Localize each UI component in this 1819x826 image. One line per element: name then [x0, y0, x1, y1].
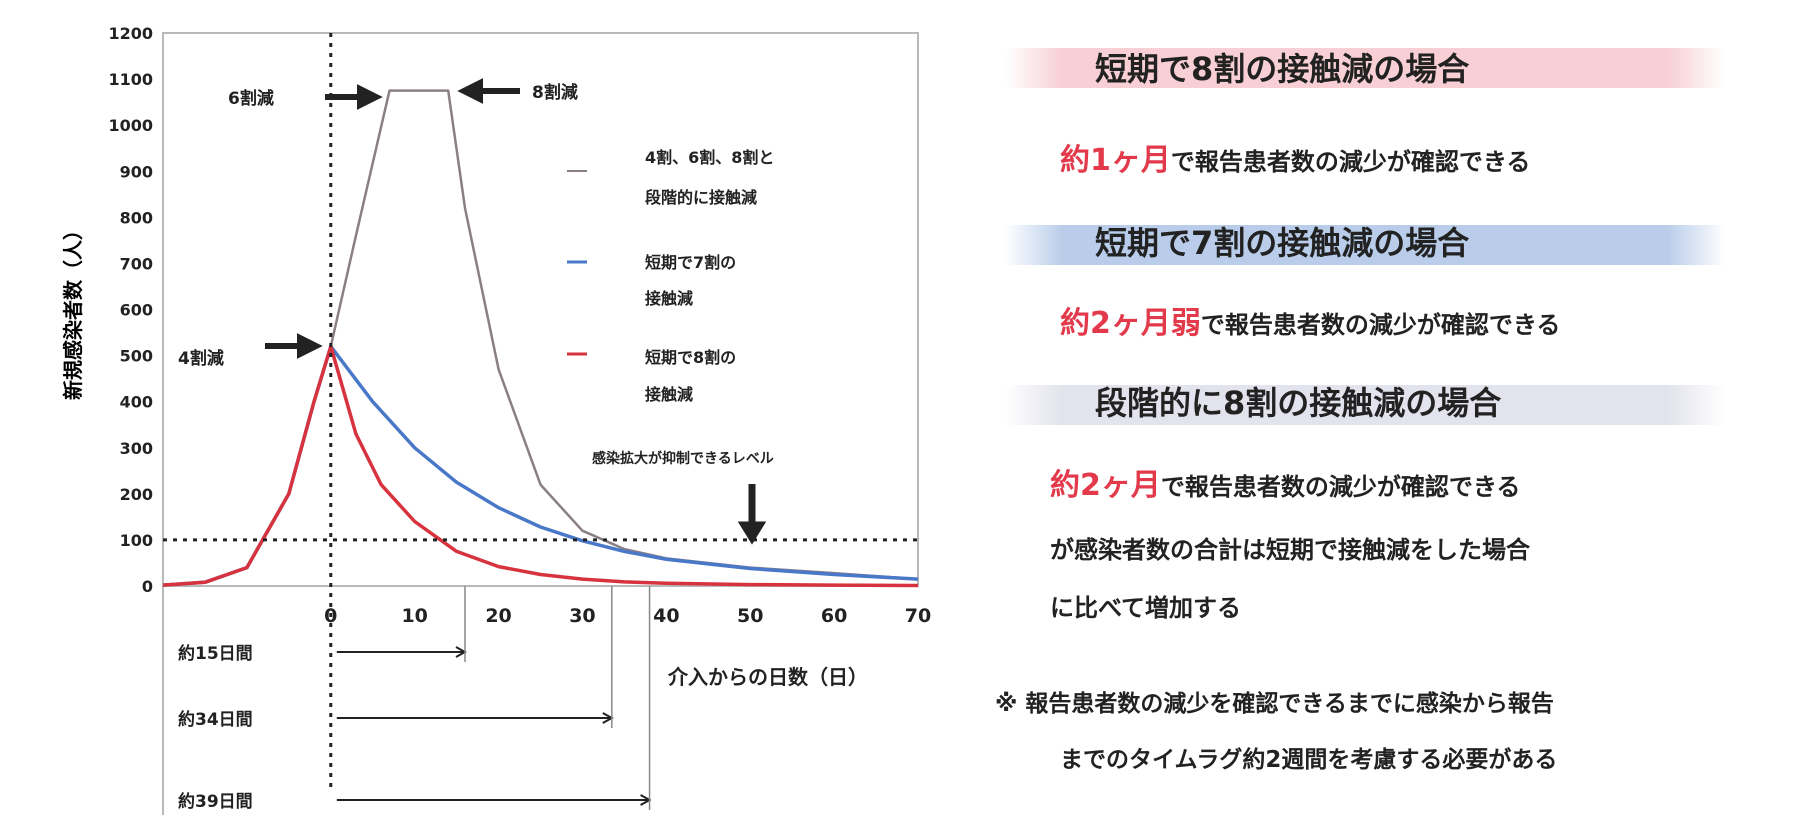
x-tick-60: 60 [821, 605, 847, 627]
y-axis-label: 新規感染者数（人） [61, 220, 85, 400]
result-stepwise-text: で報告患者数の減少が確認できる [1160, 473, 1521, 501]
x-tick-20: 20 [485, 605, 511, 627]
annotation-level: 感染拡大が抑制できるレベル [592, 450, 774, 467]
y-tick-700: 700 [120, 254, 153, 273]
legend-label-stepwise-2: 段階的に接触減 [645, 188, 757, 207]
band-stepwise [1005, 385, 1725, 425]
band-70 [1005, 225, 1725, 265]
legend-label-80-1: 短期で8割の [645, 348, 736, 367]
result-70: 約2ヶ月弱で報告患者数の減少が確認できる [1060, 298, 1560, 342]
x-tick-30: 30 [569, 605, 595, 627]
y-tick-200: 200 [120, 485, 153, 504]
y-tick-1000: 1000 [108, 116, 153, 135]
x-tick-40: 40 [653, 605, 679, 627]
result-stepwise-line2: が感染者数の合計は短期で接触減をした場合 [1050, 536, 1530, 564]
arrow-down-level [737, 484, 767, 545]
x-tick-10: 10 [401, 605, 427, 627]
result-stepwise-line3: に比べて増加する [1050, 594, 1242, 622]
heading-70: 短期で7割の接触減の場合 [1095, 224, 1470, 262]
y-tick-400: 400 [120, 393, 153, 412]
result-stepwise-emphasis: 約2ヶ月 [1050, 468, 1161, 503]
result-80-emphasis: 約1ヶ月 [1060, 143, 1171, 178]
annotation-eight: 8割減 [532, 82, 578, 103]
series-lines [162, 89, 919, 588]
line-chart: 新規感染者数（人） 0 100 200 300 400 500 600 700 800 900 10… [61, 24, 931, 815]
series-line-1 [162, 344, 919, 587]
x-tick-70: 70 [905, 605, 931, 627]
result-70-text: で報告患者数の減少が確認できる [1200, 311, 1561, 339]
duration-label-2: 約39日間 [178, 791, 253, 812]
y-tick-100: 100 [120, 531, 153, 550]
y-tick-300: 300 [120, 439, 153, 458]
result-80: 約1ヶ月で報告患者数の減少が確認できる [1060, 135, 1530, 179]
y-tick-0: 0 [142, 577, 153, 596]
duration-label-0: 約15日間 [178, 643, 253, 664]
band-80 [1005, 48, 1725, 88]
x-axis-label: 介入からの日数（日） [667, 665, 868, 689]
legend-label-70-2: 接触減 [645, 289, 693, 308]
arrow-right-six [325, 84, 383, 110]
series-line-0 [162, 89, 919, 587]
duration-label-1: 約34日間 [178, 709, 253, 730]
y-tick-1100: 1100 [108, 70, 153, 89]
arrow-left-eight [457, 78, 520, 104]
result-stepwise: 約2ヶ月で報告患者数の減少が確認できる [1050, 460, 1520, 504]
heading-80: 短期で8割の接触減の場合 [1095, 50, 1470, 88]
heading-stepwise: 段階的に8割の接触減の場合 [1095, 384, 1502, 422]
footnote-line2: までのタイムラグ約2週間を考慮する必要がある [1060, 747, 1558, 773]
plot-frame [162, 32, 919, 587]
legend-label-80-2: 接触減 [645, 385, 693, 404]
annotation-four: 4割減 [178, 348, 224, 369]
y-tick-800: 800 [120, 208, 153, 227]
y-tick-500: 500 [120, 347, 153, 366]
arrow-right-four [265, 333, 323, 359]
result-70-emphasis: 約2ヶ月弱 [1060, 306, 1201, 341]
x-tick-50: 50 [737, 605, 763, 627]
footnote-line1: ※ 報告患者数の減少を確認できるまでに感染から報告 [995, 691, 1554, 717]
annotation-six: 6割減 [228, 88, 274, 109]
y-tick-900: 900 [120, 162, 153, 181]
y-tick-labels: 0 100 200 300 400 500 600 700 800 900 1000 1100 1200 [108, 24, 153, 596]
y-tick-600: 600 [120, 301, 153, 320]
legend-label-70-1: 短期で7割の [645, 253, 736, 272]
result-80-text: で報告患者数の減少が確認できる [1170, 148, 1531, 176]
legend-label-stepwise-1: 4割、6割、8割と [645, 148, 774, 167]
legend: 4割、6割、8割と 段階的に接触減 短期で7割の 接触減 短期で8割の 接触減 [567, 148, 774, 404]
series-line-2 [162, 344, 919, 588]
y-tick-1200: 1200 [108, 24, 153, 43]
